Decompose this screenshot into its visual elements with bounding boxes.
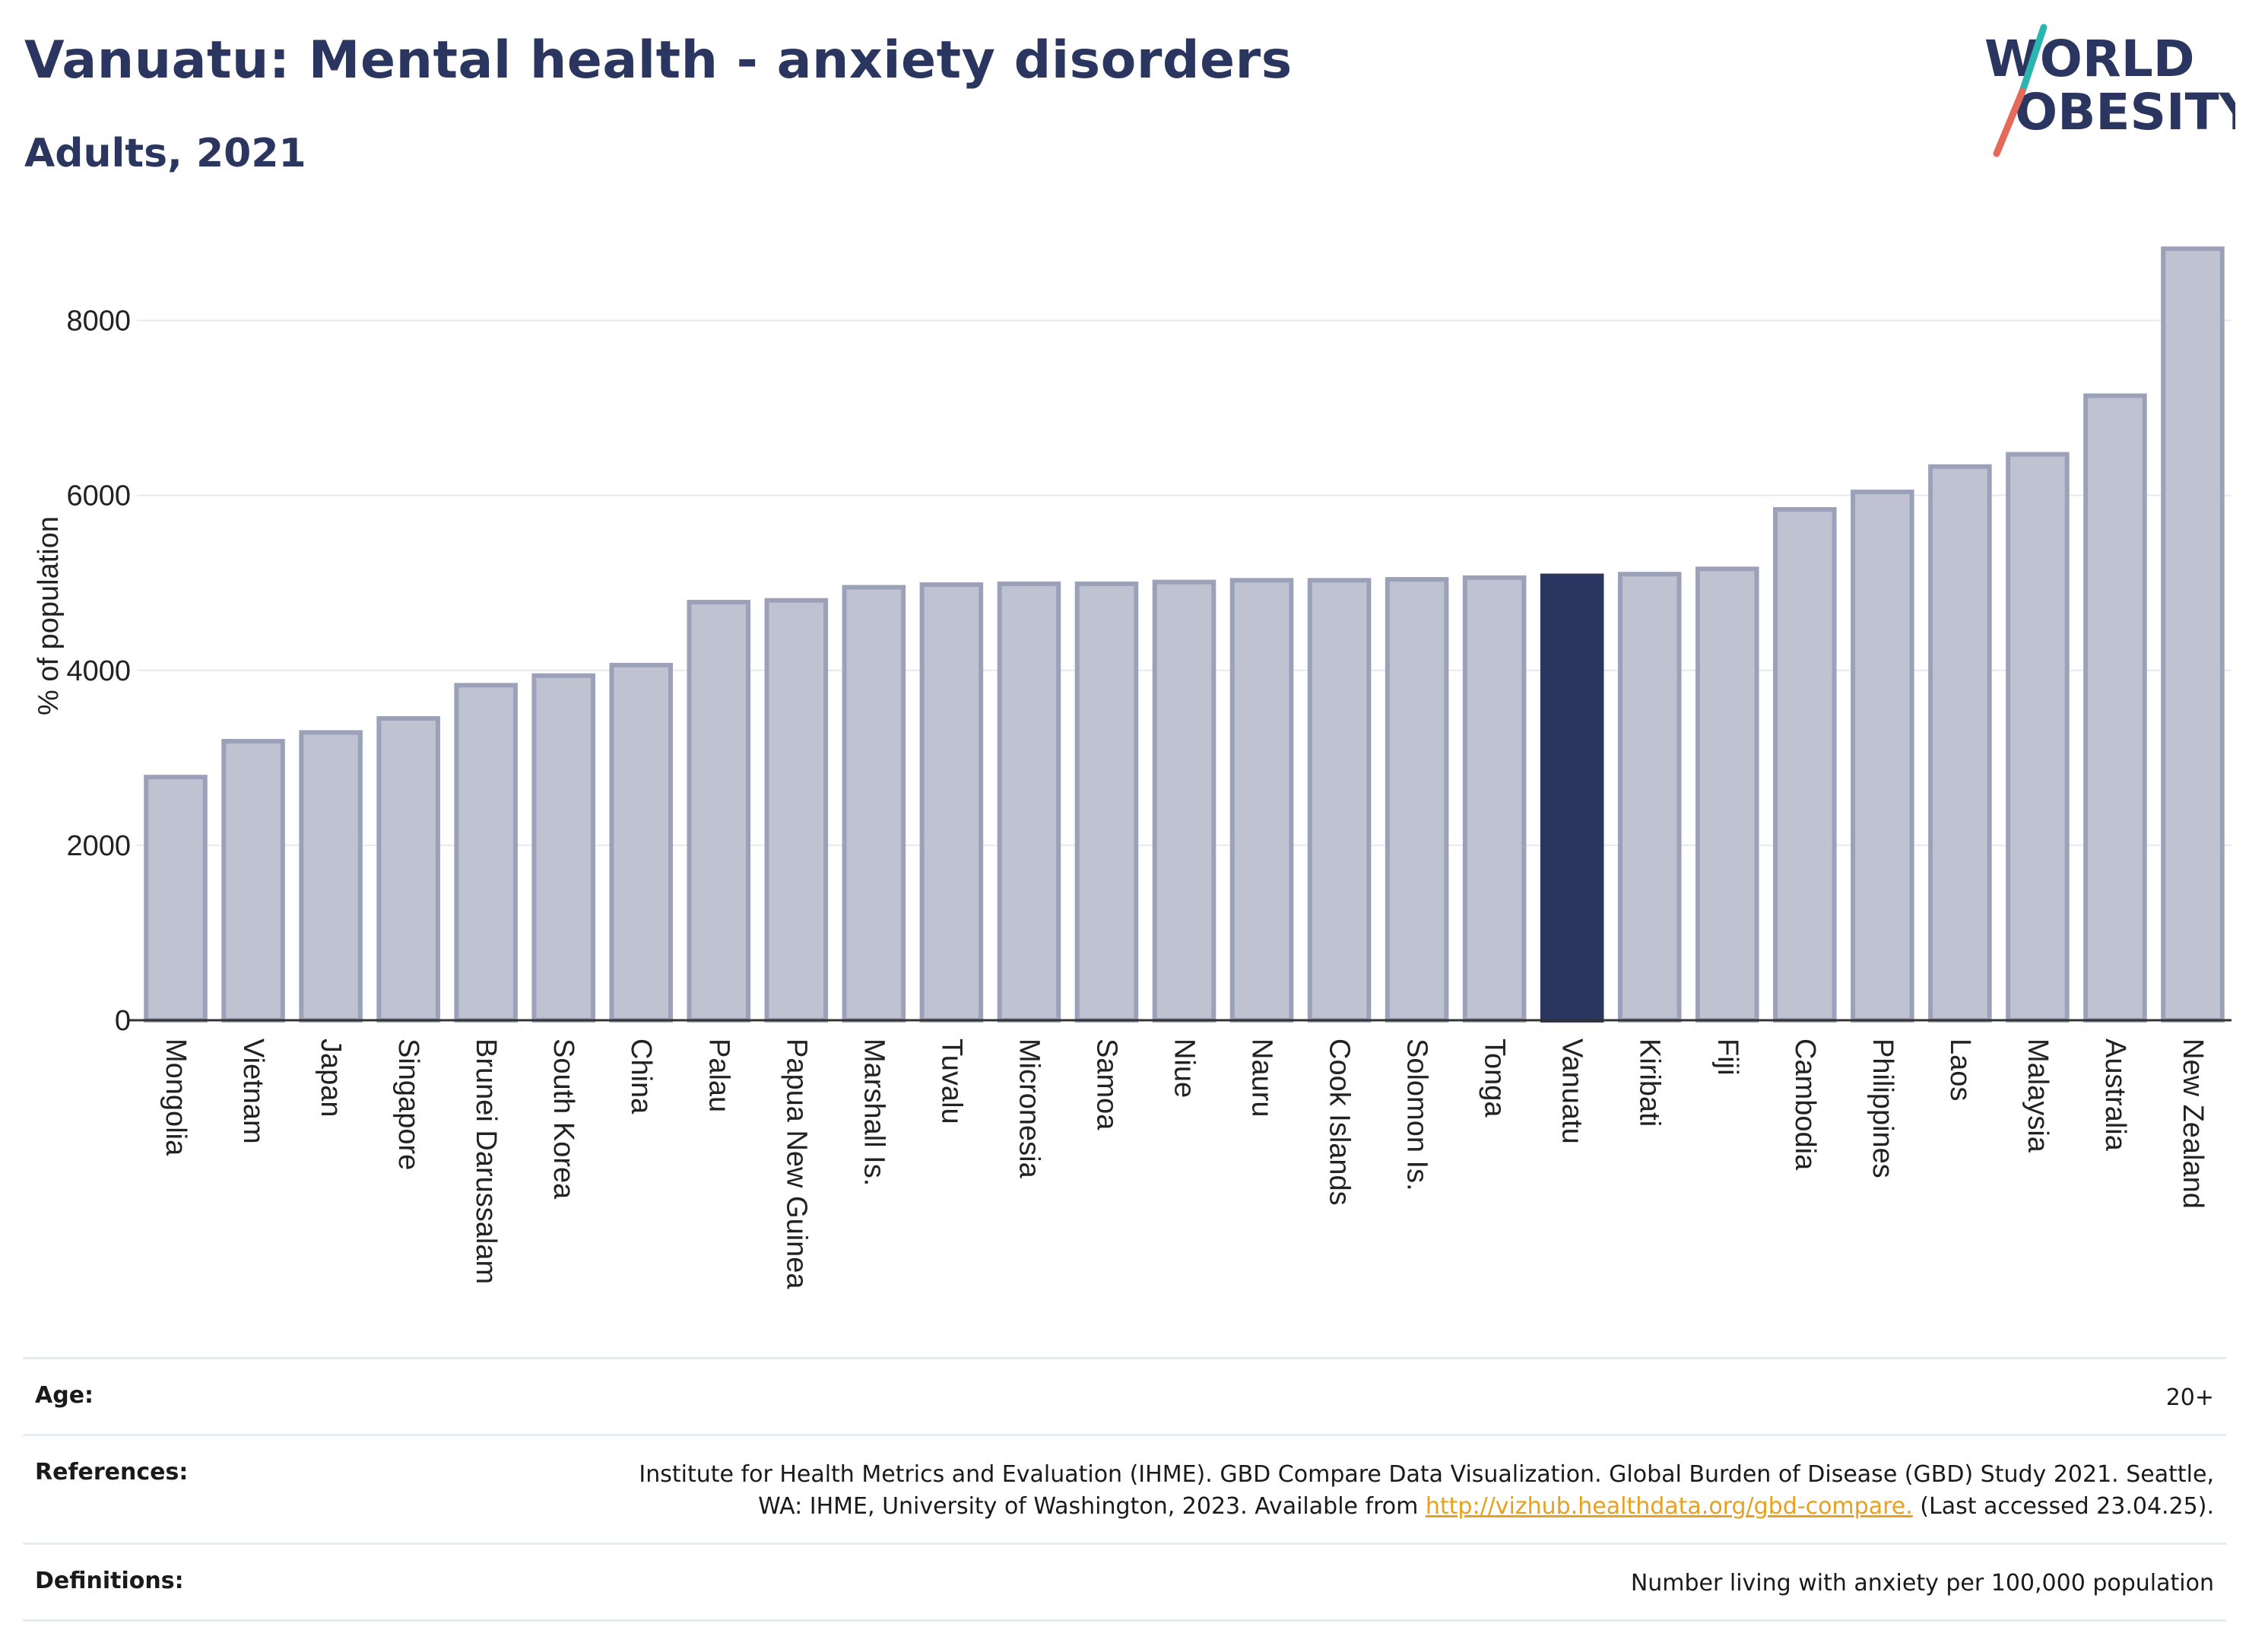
bar-samoa	[1074, 581, 1139, 1023]
x-tick-label: Solomon Is.	[1401, 1038, 1433, 1191]
definitions-value: Number living with anxiety per 100,000 p…	[1630, 1570, 2214, 1597]
info-row-age: Age: 20+	[23, 1357, 2226, 1434]
bar-cambodia	[1773, 507, 1837, 1023]
logo-teal-slash	[2019, 24, 2048, 95]
x-tick-label: Malaysia	[2022, 1038, 2054, 1153]
x-tick-label: Vietnam	[237, 1038, 269, 1144]
x-tick-label: Australia	[2099, 1038, 2131, 1152]
x-tick-labels: Mongolia Vietnam Japan Singapore Brunei Daru…	[160, 1038, 2209, 1289]
bar-vietnam	[221, 738, 285, 1023]
y-tick-label: 0	[115, 1005, 131, 1037]
bar-tonga	[1462, 575, 1527, 1023]
bar-solomon-is	[1385, 577, 1449, 1023]
y-tick-label: 2000	[66, 830, 131, 862]
info-row-references: References: Institute for Health Metrics…	[23, 1434, 2226, 1543]
references-link[interactable]: http://vizhub.healthdata.org/gbd-compare…	[1425, 1493, 1913, 1520]
x-tick-label: Tonga	[1479, 1038, 1511, 1118]
page-subtitle: Adults, 2021	[24, 131, 306, 176]
world-obesity-logo: WORLD OBESITY	[1984, 24, 2235, 157]
info-table: Age: 20+ References: Institute for Healt…	[23, 1357, 2226, 1622]
x-tick-label: Samoa	[1090, 1038, 1122, 1130]
x-tick-label: Nauru	[1246, 1038, 1278, 1118]
bar-chart: 0 2000 4000 6000 8000 Mongolia Vietnam Japan Si…	[33, 246, 2232, 1289]
logo-line-1: WORLD	[1984, 30, 2195, 88]
bar-tuvalu	[919, 582, 984, 1023]
bar-australia	[2083, 393, 2147, 1023]
x-tick-label: New Zealand	[2177, 1038, 2209, 1209]
x-tick-label: Kiribati	[1634, 1038, 1666, 1127]
x-tick-label: Vanuatu	[1556, 1038, 1588, 1144]
references-value: Institute for Health Metrics and Evaluat…	[633, 1459, 2214, 1523]
bar-micronesia	[997, 581, 1061, 1023]
logo-coral-slash	[1993, 87, 2026, 157]
references-text: Institute for Health Metrics and Evaluat…	[639, 1461, 2214, 1520]
bar-philippines	[1851, 490, 1914, 1023]
bar-kiribati	[1617, 572, 1682, 1023]
x-tick-label: Tuvalu	[935, 1038, 967, 1124]
bar-china	[609, 662, 674, 1023]
definitions-label: Definitions:	[35, 1568, 184, 1594]
bar-palau	[687, 600, 751, 1023]
bar-fiji	[1695, 566, 1759, 1023]
x-tick-label: Philippines	[1867, 1038, 1898, 1178]
x-tick-label: South Korea	[547, 1038, 579, 1200]
y-tick-label: 4000	[66, 655, 131, 687]
x-tick-label: Cook Islands	[1324, 1038, 1356, 1206]
logo-line-2: OBESITY	[2015, 83, 2235, 141]
bar-japan	[299, 730, 363, 1023]
x-tick-label: Fiji	[1711, 1038, 1743, 1076]
age-label: Age:	[35, 1382, 94, 1409]
age-value: 20+	[2165, 1384, 2214, 1411]
x-tick-label: Papua New Guinea	[780, 1038, 812, 1289]
bars	[144, 246, 2225, 1023]
x-tick-label: Cambodia	[1789, 1038, 1821, 1171]
page-title: Vanuatu: Mental health - anxiety disorde…	[24, 30, 1293, 90]
bar-south-korea	[531, 673, 595, 1023]
bar-laos	[1928, 464, 1992, 1023]
y-tick-label: 8000	[66, 306, 131, 338]
x-tick-label: Niue	[1169, 1038, 1201, 1098]
x-tick-label: Palau	[703, 1038, 734, 1112]
info-row-definitions: Definitions: Number living with anxiety …	[23, 1543, 2226, 1622]
x-tick-label: Japan	[315, 1038, 347, 1118]
bar-singapore	[376, 716, 440, 1023]
references-suffix: (Last accessed 23.04.25).	[1920, 1493, 2214, 1520]
bar-vanuatu	[1540, 573, 1604, 1023]
x-tick-label: Laos	[1944, 1038, 1976, 1101]
bar-papua-new-guinea	[764, 598, 829, 1023]
bar-mongolia	[144, 775, 208, 1023]
bar-brunei-darussalam	[454, 683, 518, 1023]
bar-niue	[1152, 579, 1216, 1023]
x-tick-label: China	[625, 1038, 657, 1115]
bar-marshall-is	[842, 585, 906, 1023]
references-label: References:	[35, 1459, 189, 1486]
x-tick-label: Micronesia	[1013, 1038, 1045, 1179]
bar-cook-islands	[1307, 578, 1372, 1023]
y-axis-label: % of population	[33, 516, 65, 715]
y-tick-labels: 0 2000 4000 6000 8000	[66, 306, 131, 1037]
y-tick-label: 6000	[66, 480, 131, 512]
bar-nauru	[1229, 578, 1294, 1023]
x-tick-label: Singapore	[392, 1038, 424, 1170]
x-tick-label: Brunei Darussalam	[470, 1038, 502, 1284]
x-tick-label: Mongolia	[160, 1038, 192, 1156]
bar-malaysia	[2006, 452, 2070, 1023]
x-tick-label: Marshall Is.	[858, 1038, 890, 1186]
bar-new-zealand	[2161, 246, 2225, 1023]
